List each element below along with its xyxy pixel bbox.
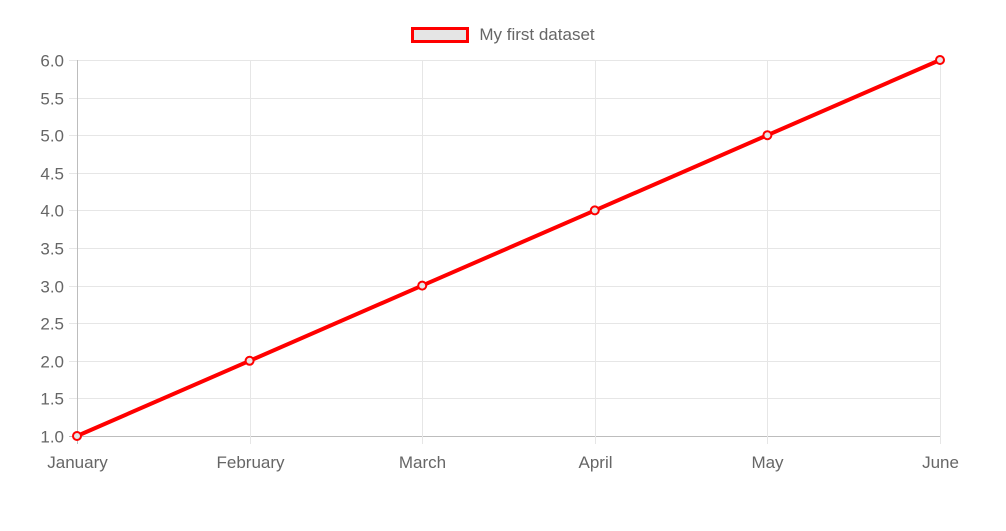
series-layer [72, 55, 945, 441]
data-point[interactable] [589, 205, 600, 216]
y-tick-label: 1.5 [40, 390, 64, 409]
x-tick-label: June [922, 453, 959, 472]
data-point[interactable] [244, 355, 255, 366]
x-tick-label: March [399, 453, 446, 472]
y-tick-label: 4.5 [40, 165, 64, 184]
data-point[interactable] [417, 280, 428, 291]
x-tick-label: January [47, 453, 108, 472]
x-tick-label: May [751, 453, 784, 472]
y-tick-label: 3.0 [40, 278, 64, 297]
x-tick-label: April [578, 453, 612, 472]
y-tick-label: 3.5 [40, 240, 64, 259]
y-tick-label: 2.5 [40, 315, 64, 334]
y-tick-label: 6.0 [40, 52, 64, 71]
data-point[interactable] [935, 55, 945, 65]
y-tick-label: 5.0 [40, 127, 64, 146]
chart-legend[interactable]: My first dataset [0, 24, 1006, 46]
legend-swatch [411, 27, 470, 43]
series-line [75, 58, 942, 438]
y-tick-label: 4.0 [40, 202, 64, 221]
y-tick-label: 1.0 [40, 428, 64, 447]
x-tick-label: February [216, 453, 285, 472]
data-point[interactable] [72, 431, 82, 441]
data-point[interactable] [762, 130, 773, 141]
label-layer: 1.0 1.5 2.0 2.5 3.0 3.5 4.0 4.5 5.0 5.5 6.0 January… [40, 52, 959, 473]
y-tick-label: 2.0 [40, 353, 64, 372]
legend-label: My first dataset [479, 25, 595, 44]
y-tick-label: 5.5 [40, 90, 64, 109]
